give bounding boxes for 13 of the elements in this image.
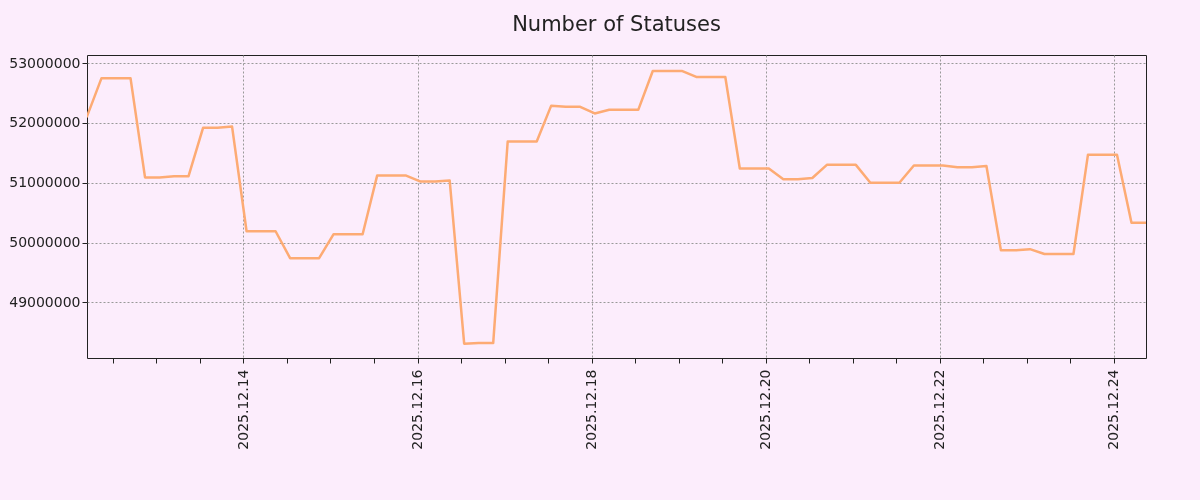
y-tick-label: 53000000	[9, 54, 81, 71]
x-tick-label: 2025.12.14	[234, 369, 251, 450]
line-series	[87, 69, 1146, 345]
x-tick-label: 2025.12.18	[583, 369, 600, 450]
chart-title: Number of Statuses	[512, 12, 721, 36]
y-tick-label: 52000000	[9, 114, 81, 131]
y-tick-label: 49000000	[9, 293, 81, 310]
x-tick-label: 2025.12.24	[1105, 369, 1122, 450]
x-tick-label: 2025.12.16	[409, 369, 426, 450]
y-tick-label: 50000000	[9, 234, 81, 251]
x-tick-label: 2025.12.20	[757, 369, 774, 450]
y-tick-label: 51000000	[9, 174, 81, 191]
x-tick-label: 2025.12.22	[931, 369, 948, 450]
